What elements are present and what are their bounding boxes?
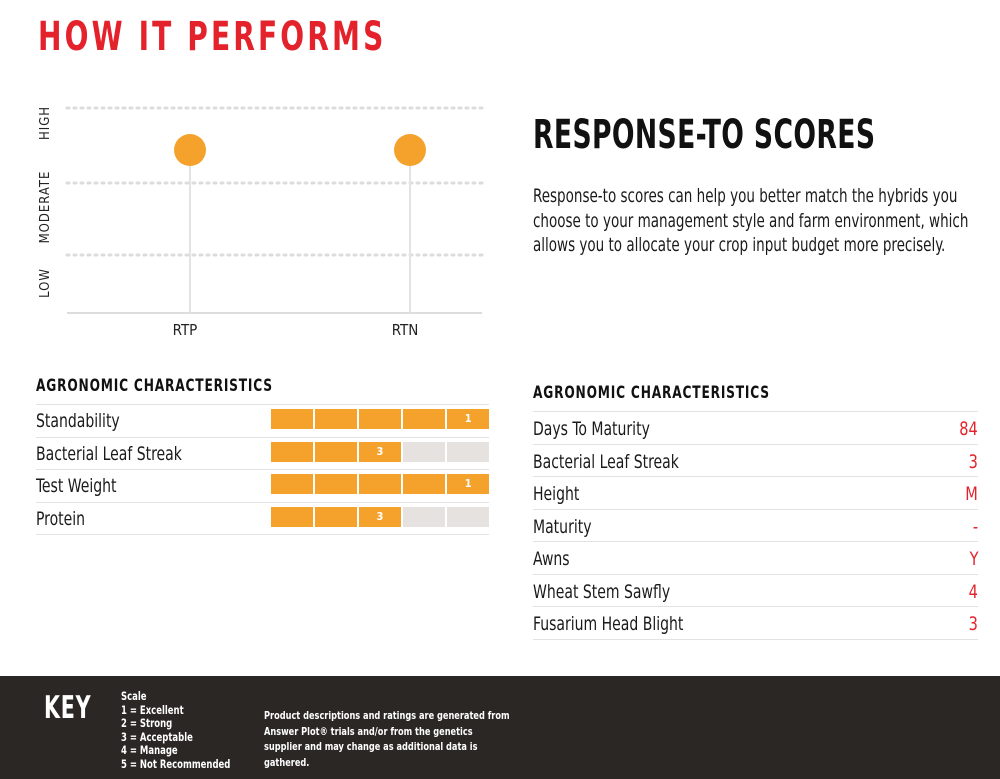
- rating-segment: [271, 441, 313, 462]
- rating-segment: [447, 441, 489, 462]
- characteristic-row: Wheat Stem Sawfly 4: [533, 573, 978, 607]
- rating-row: Protein 3: [36, 501, 489, 535]
- characteristic-value: Y: [969, 548, 978, 570]
- characteristic-value: M: [965, 483, 978, 505]
- characteristic-value: 3: [968, 613, 978, 635]
- rating-segment: [403, 441, 445, 462]
- rating-segment: 1: [447, 409, 489, 429]
- rating-segment: [271, 506, 313, 527]
- characteristic-name: Bacterial Leaf Streak: [533, 450, 679, 473]
- characteristic-row: Awns Y: [533, 541, 978, 574]
- response-to-heading: RESPONSE-TO SCORES: [533, 112, 876, 158]
- characteristic-name: Maturity: [533, 515, 592, 538]
- rating-bar: 1: [271, 474, 489, 494]
- rating-segment: [315, 506, 357, 527]
- rating-row: Bacterial Leaf Streak 3: [36, 436, 489, 470]
- page-title: HOW IT PERFORMS: [38, 14, 387, 60]
- response-to-chart: LOW MODERATE HIGH RTP RTN: [38, 106, 484, 339]
- rating-segment: [359, 474, 401, 494]
- rating-bars-table: Standability 1 Bacterial Leaf Streak 3 Test …: [36, 404, 489, 535]
- characteristic-value: 3: [968, 450, 978, 473]
- rating-segment: 3: [359, 506, 401, 527]
- characteristic-name: Height: [533, 483, 580, 505]
- characteristic-name: Fusarium Head Blight: [533, 613, 684, 635]
- characteristic-row: Days To Maturity 84: [533, 411, 978, 444]
- scale-item: 4 = Manage: [121, 743, 178, 758]
- rating-segment: [359, 409, 401, 429]
- rating-segment: [403, 474, 445, 494]
- rating-row-name: Protein: [36, 507, 86, 530]
- rating-row: Standability 1: [36, 404, 489, 437]
- rating-segment: [315, 474, 357, 494]
- rating-row: Test Weight 1: [36, 469, 489, 502]
- characteristic-value: 4: [968, 580, 978, 603]
- rating-segment: [271, 474, 313, 494]
- disclaimer-text: Product descriptions and ratings are gen…: [264, 709, 510, 769]
- right-characteristics-heading: AGRONOMIC CHARACTERISTICS: [533, 383, 770, 403]
- point-rtn: [394, 134, 426, 166]
- scale-item: 3 = Acceptable: [121, 729, 193, 744]
- rating-bar: 3: [271, 506, 489, 527]
- rating-segment: [271, 409, 313, 429]
- rating-segment: 3: [359, 441, 401, 462]
- characteristic-value: -: [972, 515, 978, 538]
- rating-row-name: Standability: [36, 410, 120, 432]
- scale-item: 5 = Not Recommended: [121, 756, 231, 771]
- rating-row-name: Test Weight: [36, 475, 117, 497]
- left-characteristics-heading: AGRONOMIC CHARACTERISTICS: [36, 376, 273, 396]
- y-level-label-high: HIGH: [38, 106, 53, 140]
- characteristic-name: Awns: [533, 548, 570, 570]
- rating-bar: 3: [271, 441, 489, 462]
- characteristic-name: Wheat Stem Sawfly: [533, 580, 671, 603]
- y-level-label-moderate: MODERATE: [38, 171, 53, 244]
- y-level-label-low: LOW: [38, 268, 53, 298]
- characteristic-row: Fusarium Head Blight 3: [533, 606, 978, 640]
- rating-bar: 1: [271, 409, 489, 429]
- characteristic-value: 84: [959, 418, 978, 440]
- x-label-rtn: RTN: [392, 321, 419, 339]
- rating-row-name: Bacterial Leaf Streak: [36, 442, 182, 465]
- scale-item: 2 = Strong: [121, 716, 173, 731]
- scale-item: 1 = Excellent: [121, 702, 184, 717]
- characteristic-row: Height M: [533, 476, 978, 509]
- rating-segment: 1: [447, 474, 489, 494]
- x-label-rtp: RTP: [173, 321, 198, 339]
- key-label: KEY: [44, 690, 92, 726]
- key-footer: KEY Scale 1 = Excellent 2 = Strong 3 = Acce…: [0, 676, 1000, 779]
- rating-segment: [315, 409, 357, 429]
- rating-segment: [403, 409, 445, 429]
- point-rtp: [174, 134, 206, 166]
- response-to-description: Response-to scores can help you better m…: [533, 185, 969, 256]
- scale-title: Scale: [121, 689, 147, 703]
- characteristic-row: Bacterial Leaf Streak 3: [533, 443, 978, 477]
- rating-segment: [447, 506, 489, 527]
- characteristics-table: Days To Maturity 84 Bacterial Leaf Streak 3…: [533, 411, 978, 640]
- scale-legend: Scale 1 = Excellent 2 = Strong 3 = Acceptab…: [121, 689, 254, 772]
- characteristic-row: Maturity -: [533, 508, 978, 542]
- characteristic-name: Days To Maturity: [533, 418, 650, 440]
- rating-segment: [315, 441, 357, 462]
- rating-segment: [403, 506, 445, 527]
